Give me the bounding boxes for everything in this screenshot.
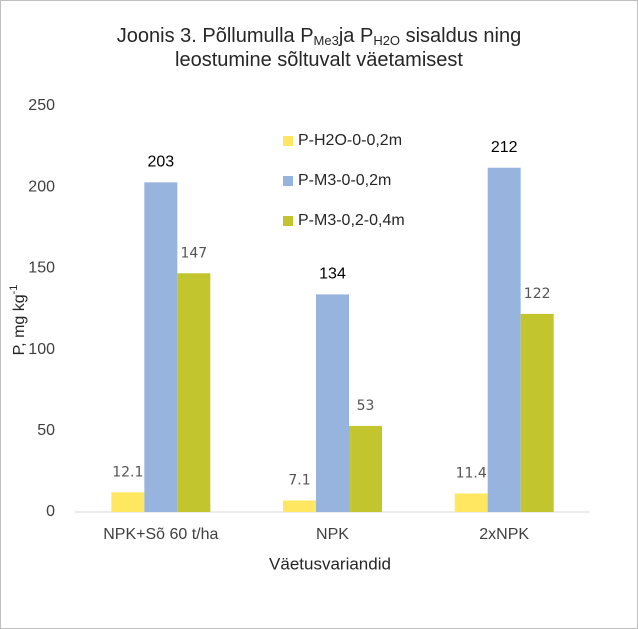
y-label-text: P, mg kg	[11, 294, 28, 355]
chart-title: Joonis 3. Põllumulla PMe3ja PH2O sisaldu…	[117, 25, 521, 48]
x-tick-label: NPK+Sõ 60 t/ha	[103, 526, 218, 543]
bar	[144, 182, 178, 512]
x-axis-label: Väetusvariandid	[269, 554, 391, 573]
title-text: Joonis 3. Põllumulla P	[117, 25, 314, 47]
bar	[316, 294, 349, 512]
title-text: ja P	[338, 25, 373, 47]
title-subscript: Me3	[314, 33, 339, 48]
bar	[349, 425, 382, 512]
legend-label: P-H2O-0-0,2m	[298, 132, 402, 149]
bar	[111, 492, 145, 512]
legend-swatch	[283, 216, 293, 226]
data-label: 53	[357, 398, 375, 414]
title-subscript: H2O	[373, 33, 400, 48]
y-axis-label: P, mg kg-1	[8, 285, 28, 356]
title-text: sisaldus ning	[400, 25, 521, 47]
data-label: 134	[319, 266, 346, 283]
y-tick-label: 200	[28, 178, 55, 195]
data-label: 147	[180, 245, 207, 261]
data-label: 11.4	[456, 465, 487, 481]
data-label: 122	[524, 286, 551, 302]
bar	[454, 493, 488, 512]
data-label: 203	[147, 154, 174, 171]
y-tick-label: 0	[46, 503, 55, 520]
y-tick-label: 100	[28, 341, 55, 358]
data-label: 7.1	[288, 472, 310, 488]
bar	[283, 500, 316, 512]
title-text: leostumine sõltuvalt väetamisest	[175, 49, 463, 71]
x-tick-label: NPK	[316, 526, 349, 543]
y-tick-label: 50	[37, 422, 55, 439]
legend-label: P-M3-0-0,2m	[298, 172, 391, 189]
bar	[520, 313, 554, 512]
y-tick-label: 250	[28, 97, 55, 114]
chart-title: leostumine sõltuvalt väetamisest	[175, 49, 463, 71]
legend-label: P-M3-0,2-0,4m	[298, 212, 405, 229]
bar	[177, 273, 211, 512]
y-label-superscript: -1	[8, 285, 20, 295]
legend-swatch	[283, 136, 293, 146]
y-tick-label: 150	[28, 260, 55, 277]
bar	[487, 167, 521, 512]
legend-swatch	[283, 176, 293, 186]
data-label: 12.1	[112, 464, 143, 480]
x-tick-label: 2xNPK	[479, 526, 529, 543]
data-label: 212	[491, 139, 518, 156]
